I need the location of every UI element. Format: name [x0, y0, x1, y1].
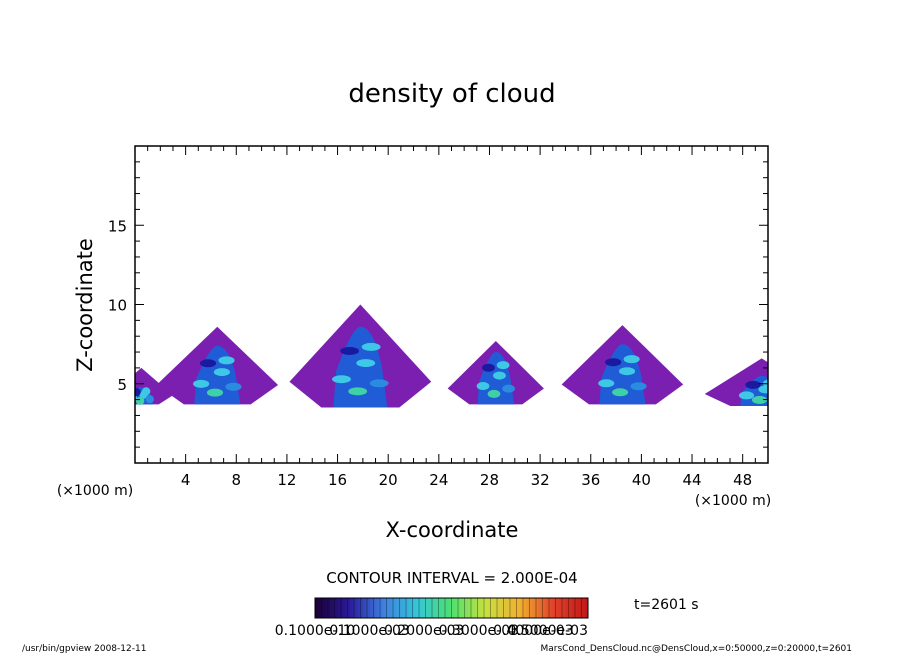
x-tick-label: 8	[232, 471, 242, 489]
cloud-core-spot	[769, 393, 784, 401]
cloud-core-spot	[487, 389, 501, 398]
cloud-core-spot	[218, 356, 235, 365]
plot-area	[135, 304, 784, 408]
cloud-core-spot	[369, 379, 389, 388]
time-label: t=2601 s	[634, 597, 699, 613]
x-tick-label: 20	[379, 471, 398, 489]
cloud-core-spot	[476, 382, 490, 391]
colorbar-label: 0.1000e-10	[275, 623, 355, 639]
y-tick-label: 15	[108, 217, 127, 235]
cloud-cell	[156, 326, 279, 405]
colorbar-ticks	[321, 598, 582, 618]
colorbar-label: 0.5000e-03	[508, 623, 588, 639]
cloud-core-spot	[630, 382, 647, 391]
x-unit-right: (×1000 m)	[695, 493, 771, 509]
footer-left: /usr/bin/gpview 2008-12-11	[22, 644, 146, 654]
cloud-core-spot	[612, 388, 629, 397]
cloud-core-spot	[340, 346, 360, 355]
cloud-core-spot	[213, 368, 230, 377]
cloud-core-spot	[751, 395, 768, 404]
cloud-core-spot	[361, 342, 381, 351]
x-tick-label: 24	[429, 471, 448, 489]
x-tick-label: 12	[277, 471, 296, 489]
x-tick-label: 4	[181, 471, 191, 489]
x-tick-label: 44	[682, 471, 701, 489]
cloud-core-spot	[758, 385, 768, 394]
cloud-core-spot	[605, 358, 622, 367]
colorbar-label: 0.3000e-03	[439, 623, 519, 639]
cloud-core-spot	[356, 359, 376, 368]
cloud-core-spot	[623, 355, 640, 364]
x-axis-label: X-coordinate	[386, 518, 519, 542]
x-axis: 4 8 12 16 20 24 28 32 36 40 44 48	[134, 146, 769, 489]
cloud-core-spot	[738, 391, 755, 400]
x-tick-label: 48	[733, 471, 752, 489]
cloud-cell	[447, 340, 544, 405]
x-tick-label: 32	[531, 471, 550, 489]
cloud-core-spot	[193, 379, 210, 388]
cloud-core-spot	[348, 387, 368, 396]
cloud-core-spot	[141, 387, 151, 396]
cloud-core-spot	[502, 384, 516, 393]
cloud-cell	[135, 367, 173, 405]
chart-title: density of cloud	[348, 79, 555, 109]
y-tick-label: 5	[117, 376, 127, 394]
colorbar-label: 0.4000e-03	[493, 623, 573, 639]
x-unit-left: (×1000 m)	[57, 483, 133, 499]
cloud-core-spot	[493, 371, 506, 380]
cloud-core-spot	[199, 359, 217, 368]
cloud-core-spot	[598, 379, 615, 388]
x-tick-label: 40	[632, 471, 651, 489]
x-tick-label: 36	[581, 471, 600, 489]
x-tick-label: 16	[328, 471, 347, 489]
cloud-core-spot	[135, 396, 145, 405]
cloud-cell	[704, 358, 784, 406]
cloud-core-spot	[135, 388, 141, 397]
y-axis-label: Z-coordinate	[73, 238, 97, 372]
footer-right: MarsCond_DensCloud.nc@DensCloud,x=0:5000…	[541, 644, 853, 654]
cloud-core-spot	[482, 363, 495, 372]
cloud-core-spot	[618, 367, 636, 376]
cloud-core-spot	[145, 395, 154, 404]
contour-interval-label: CONTOUR INTERVAL = 2.000E-04	[326, 569, 577, 587]
y-tick-label: 10	[108, 297, 127, 315]
cloud-core-spot	[332, 375, 351, 384]
plot-frame	[134, 145, 769, 464]
cloud-core-spot	[225, 382, 242, 391]
cloud-cell	[289, 304, 432, 408]
cloud-core-spot	[745, 380, 761, 389]
y-axis: 5 10 15	[108, 145, 768, 464]
colorbar-labels: 0.1000e-100.1000e-030.2000e-030.3000e-03…	[275, 623, 588, 639]
colorbar-label: 0.2000e-03	[384, 623, 464, 639]
colorbar-label: 0.1000e-03	[329, 623, 409, 639]
cloud-cell	[561, 325, 684, 405]
x-tick-label: 28	[480, 471, 499, 489]
cloud-core-spot	[496, 361, 510, 370]
cloud-core-spot	[206, 388, 224, 397]
